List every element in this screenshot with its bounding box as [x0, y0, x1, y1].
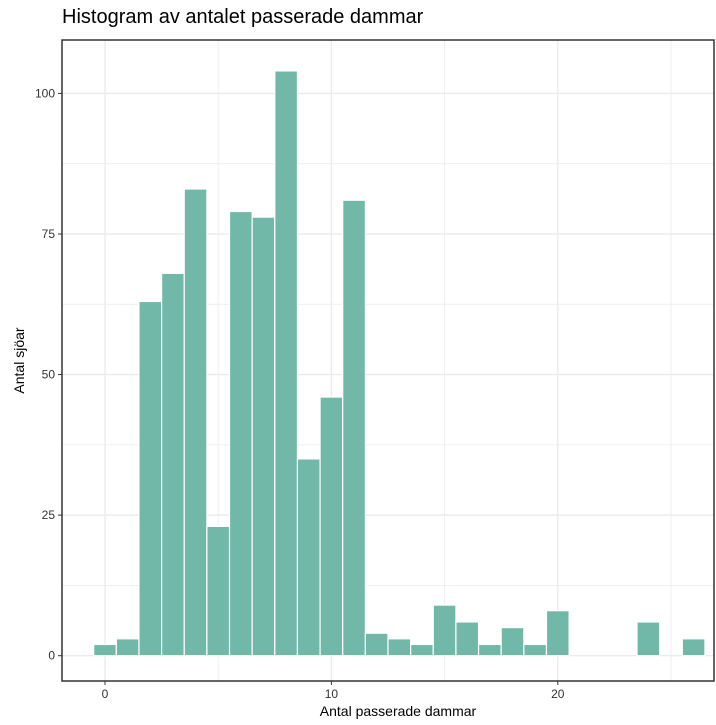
- histogram-bar: [342, 199, 366, 657]
- histogram-bar: [387, 638, 412, 657]
- x-axis-ticks: 0 10 20: [102, 681, 565, 701]
- histogram-bar: [93, 643, 117, 657]
- histogram-bar: [523, 643, 548, 657]
- histogram-bars: [93, 70, 706, 657]
- histogram-bar: [296, 458, 321, 657]
- y-tick-label: 25: [42, 508, 56, 522]
- panel-border: [61, 39, 715, 682]
- histogram-bar: [274, 70, 299, 657]
- y-tick-label: 100: [35, 86, 55, 100]
- histogram-bar: [319, 396, 344, 657]
- y-axis-ticks: 0 25 50 75 100: [35, 86, 62, 663]
- histogram-bar: [206, 525, 231, 657]
- histogram-bar: [183, 188, 208, 657]
- histogram-bar: [477, 643, 502, 657]
- histogram-bar: [636, 621, 661, 657]
- histogram-bar: [138, 300, 163, 657]
- grid-lines: [62, 40, 714, 681]
- histogram-bar: [455, 621, 480, 657]
- y-tick-label: 50: [42, 368, 56, 382]
- histogram-bar: [432, 604, 457, 657]
- y-tick-label: 75: [42, 227, 56, 241]
- histogram-bar: [251, 216, 276, 657]
- x-tick-label: 10: [325, 687, 339, 701]
- histogram-bar: [115, 638, 140, 657]
- histogram-bar: [500, 626, 525, 657]
- y-axis-title: Antal sjöar: [11, 327, 27, 393]
- x-axis-title: Antal passerade dammar: [320, 703, 477, 719]
- y-tick-label: 0: [48, 649, 55, 663]
- histogram-bar: [228, 210, 253, 657]
- histogram-bar: [364, 632, 389, 657]
- x-tick-label: 20: [551, 687, 565, 701]
- x-tick-label: 0: [102, 687, 109, 701]
- histogram-bar: [681, 638, 706, 657]
- histogram-bar: [545, 610, 570, 657]
- chart-title: Histogram av antalet passerade dammar: [62, 6, 424, 28]
- histogram-bar: [161, 272, 185, 657]
- histogram-bar: [410, 643, 434, 657]
